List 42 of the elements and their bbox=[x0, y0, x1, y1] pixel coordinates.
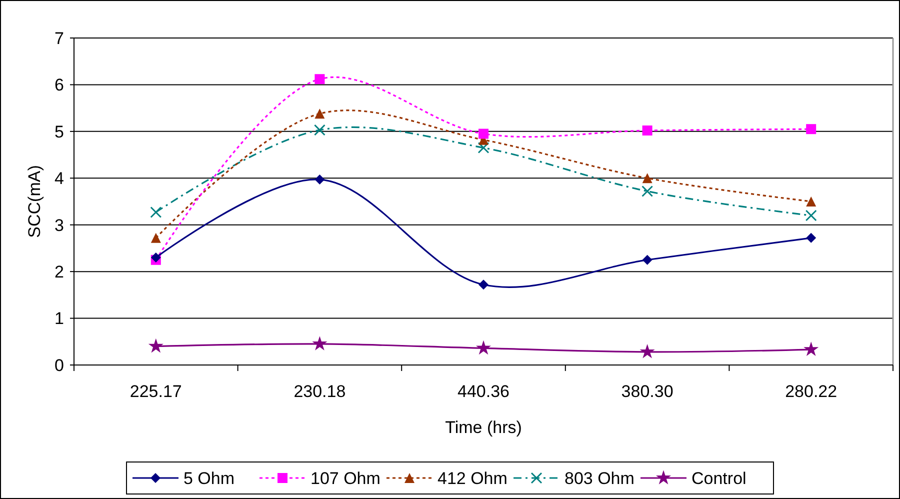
point bbox=[806, 124, 816, 134]
point bbox=[314, 108, 325, 119]
x-tick-label: 380.30 bbox=[621, 382, 674, 401]
legend-label: 803 Ohm bbox=[564, 468, 634, 488]
point bbox=[805, 210, 817, 222]
x-tick-label: 230.18 bbox=[294, 382, 346, 401]
y-tick-label: 6 bbox=[54, 76, 64, 95]
point bbox=[478, 142, 490, 154]
y-tick-label: 3 bbox=[54, 216, 64, 235]
point bbox=[150, 206, 162, 218]
point bbox=[806, 196, 816, 206]
x-tick-label: 280.22 bbox=[785, 382, 838, 401]
legend-label: 107 Ohm bbox=[310, 468, 380, 488]
point bbox=[642, 185, 654, 197]
x-axis-title: Time (hrs) bbox=[445, 418, 522, 437]
point bbox=[314, 174, 325, 185]
x-tick-label: 440.36 bbox=[458, 382, 510, 401]
point bbox=[314, 124, 326, 136]
y-tick-label: 7 bbox=[54, 28, 64, 48]
point bbox=[476, 340, 492, 355]
y-axis-title: SCC(mA) bbox=[25, 165, 44, 238]
point bbox=[478, 128, 488, 139]
point bbox=[150, 232, 161, 243]
y-tick-label: 1 bbox=[54, 309, 64, 328]
point bbox=[314, 74, 325, 84]
point bbox=[640, 344, 655, 358]
point bbox=[642, 254, 652, 265]
legend-label: Control bbox=[692, 468, 746, 488]
legend-label: 412 Ohm bbox=[438, 468, 508, 488]
point bbox=[478, 280, 488, 290]
point bbox=[312, 336, 328, 350]
y-tick-label: 4 bbox=[54, 169, 64, 188]
point bbox=[642, 125, 652, 136]
point bbox=[806, 232, 816, 243]
y-tick-label: 5 bbox=[54, 122, 64, 142]
y-tick-label: 0 bbox=[54, 356, 64, 375]
y-tick-label: 2 bbox=[54, 262, 64, 282]
point bbox=[642, 173, 652, 184]
point bbox=[804, 342, 819, 356]
legend-label: 5 Ohm bbox=[184, 468, 235, 488]
point bbox=[148, 338, 164, 353]
x-tick-label: 225.17 bbox=[130, 382, 182, 401]
